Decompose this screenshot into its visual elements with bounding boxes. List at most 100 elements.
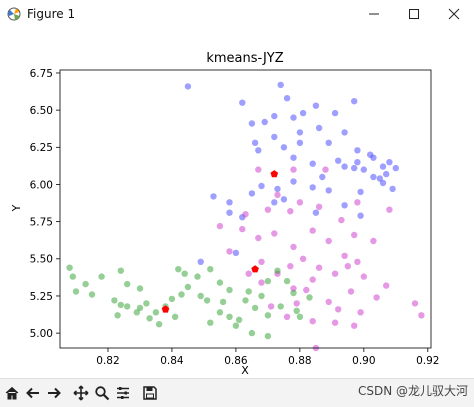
scatter-point (331, 109, 339, 117)
scatter-point (216, 309, 224, 316)
scatter-point (379, 163, 387, 170)
scatter-point (411, 300, 419, 307)
scatter-point (360, 273, 367, 280)
scatter-point (341, 252, 348, 259)
scatter-point (354, 147, 361, 154)
scatter-point (277, 303, 284, 310)
watermark-text: CSDN @龙儿驭大河 (357, 384, 468, 398)
scatter-point (274, 191, 281, 199)
scatter-point (325, 187, 332, 194)
scatter-point (168, 295, 176, 303)
window-controls (354, 0, 474, 28)
scatter-point (383, 170, 390, 178)
configure-subplots-icon (116, 387, 129, 399)
scatter-point (124, 303, 131, 310)
scatter-point (207, 266, 214, 273)
back-button[interactable] (23, 382, 42, 404)
scatter-point (210, 193, 217, 200)
scatter-point (290, 178, 297, 185)
forward-button[interactable] (44, 382, 63, 404)
scatter-point (111, 297, 118, 304)
y-tick-label: 6.50 (30, 105, 53, 117)
zoom-button[interactable] (92, 382, 111, 404)
scatter-point (251, 304, 259, 312)
scatter-point (226, 313, 233, 320)
minimize-button[interactable] (354, 0, 394, 28)
scatter-point (315, 124, 323, 132)
plot-frame (59, 69, 432, 349)
close-icon (448, 8, 460, 20)
scatter-point (290, 154, 297, 161)
configure-subplots-button[interactable] (113, 382, 132, 404)
scatter-point (235, 316, 243, 323)
navigation-toolbar (0, 378, 474, 407)
scatter-point (226, 248, 233, 255)
scatter-point (315, 264, 323, 271)
scatter-point (184, 83, 192, 90)
window-title: Figure 1 (27, 7, 76, 21)
scatter-point (335, 306, 342, 313)
scatter-point (261, 118, 268, 126)
scatter-point (383, 282, 390, 289)
pan-icon (73, 385, 88, 401)
x-tick-label: 0.90 (352, 355, 375, 367)
scatter-point (341, 202, 348, 209)
scatter-point (354, 199, 361, 206)
scatter-point (72, 288, 80, 295)
scatter-point (194, 273, 201, 280)
scatter-point (354, 159, 361, 166)
minimize-icon (369, 13, 379, 15)
save-button[interactable] (140, 382, 159, 404)
close-button[interactable] (434, 0, 474, 28)
x-axis-label: X (241, 364, 249, 377)
scatter-point (245, 270, 252, 277)
scatter-point (309, 160, 316, 167)
scatter-point (117, 301, 125, 309)
scatter-point (357, 188, 364, 196)
scatter-point (264, 206, 272, 213)
scatter-point (271, 199, 278, 206)
scatter-point (306, 294, 313, 301)
scatter-point (315, 203, 323, 210)
scatter-point (264, 277, 272, 285)
scatter-point (357, 309, 364, 316)
scatter-point (155, 321, 163, 328)
figure-canvas[interactable]: kmeans-JYZ 0.82 0.84 0.86 0.88 0.90 0.92 5.00 5… (0, 28, 474, 378)
scatter-point (258, 258, 265, 265)
scatter-point (296, 129, 304, 136)
scatter-point (309, 184, 316, 191)
scatter-point (143, 300, 150, 307)
scatter-point (341, 163, 348, 170)
scatter-point (197, 258, 204, 265)
centroid-marker (251, 265, 259, 273)
scatter-point (181, 270, 188, 277)
y-tick-label: 6.75 (30, 68, 53, 80)
scatter-point (319, 173, 326, 181)
scatter-point (258, 279, 265, 286)
scatter-point (232, 322, 240, 329)
scatter-point (283, 95, 291, 102)
scatter-point (184, 283, 192, 291)
scatter-point (325, 139, 332, 146)
scatter-point (309, 318, 316, 325)
scatter-point (376, 175, 383, 182)
scatter-point (226, 286, 233, 294)
scatter-point (69, 273, 77, 280)
scatter-point (82, 280, 89, 288)
x-tick-label: 0.92 (416, 355, 439, 367)
scatter-point (290, 289, 297, 297)
scatter-point (338, 216, 345, 224)
x-tick-label: 0.82 (96, 355, 119, 367)
scatter-point (418, 312, 425, 319)
maximize-button[interactable] (394, 0, 434, 28)
scatter-point (341, 129, 348, 136)
scatter-point (344, 263, 351, 270)
scatter-point (271, 133, 278, 141)
scatter-point (309, 227, 316, 234)
scatter-point (312, 102, 320, 109)
home-button[interactable] (2, 382, 21, 404)
scatter-point (146, 315, 153, 322)
scatter-point (216, 222, 224, 230)
pan-button[interactable] (71, 382, 90, 404)
scatter-point (351, 322, 358, 329)
